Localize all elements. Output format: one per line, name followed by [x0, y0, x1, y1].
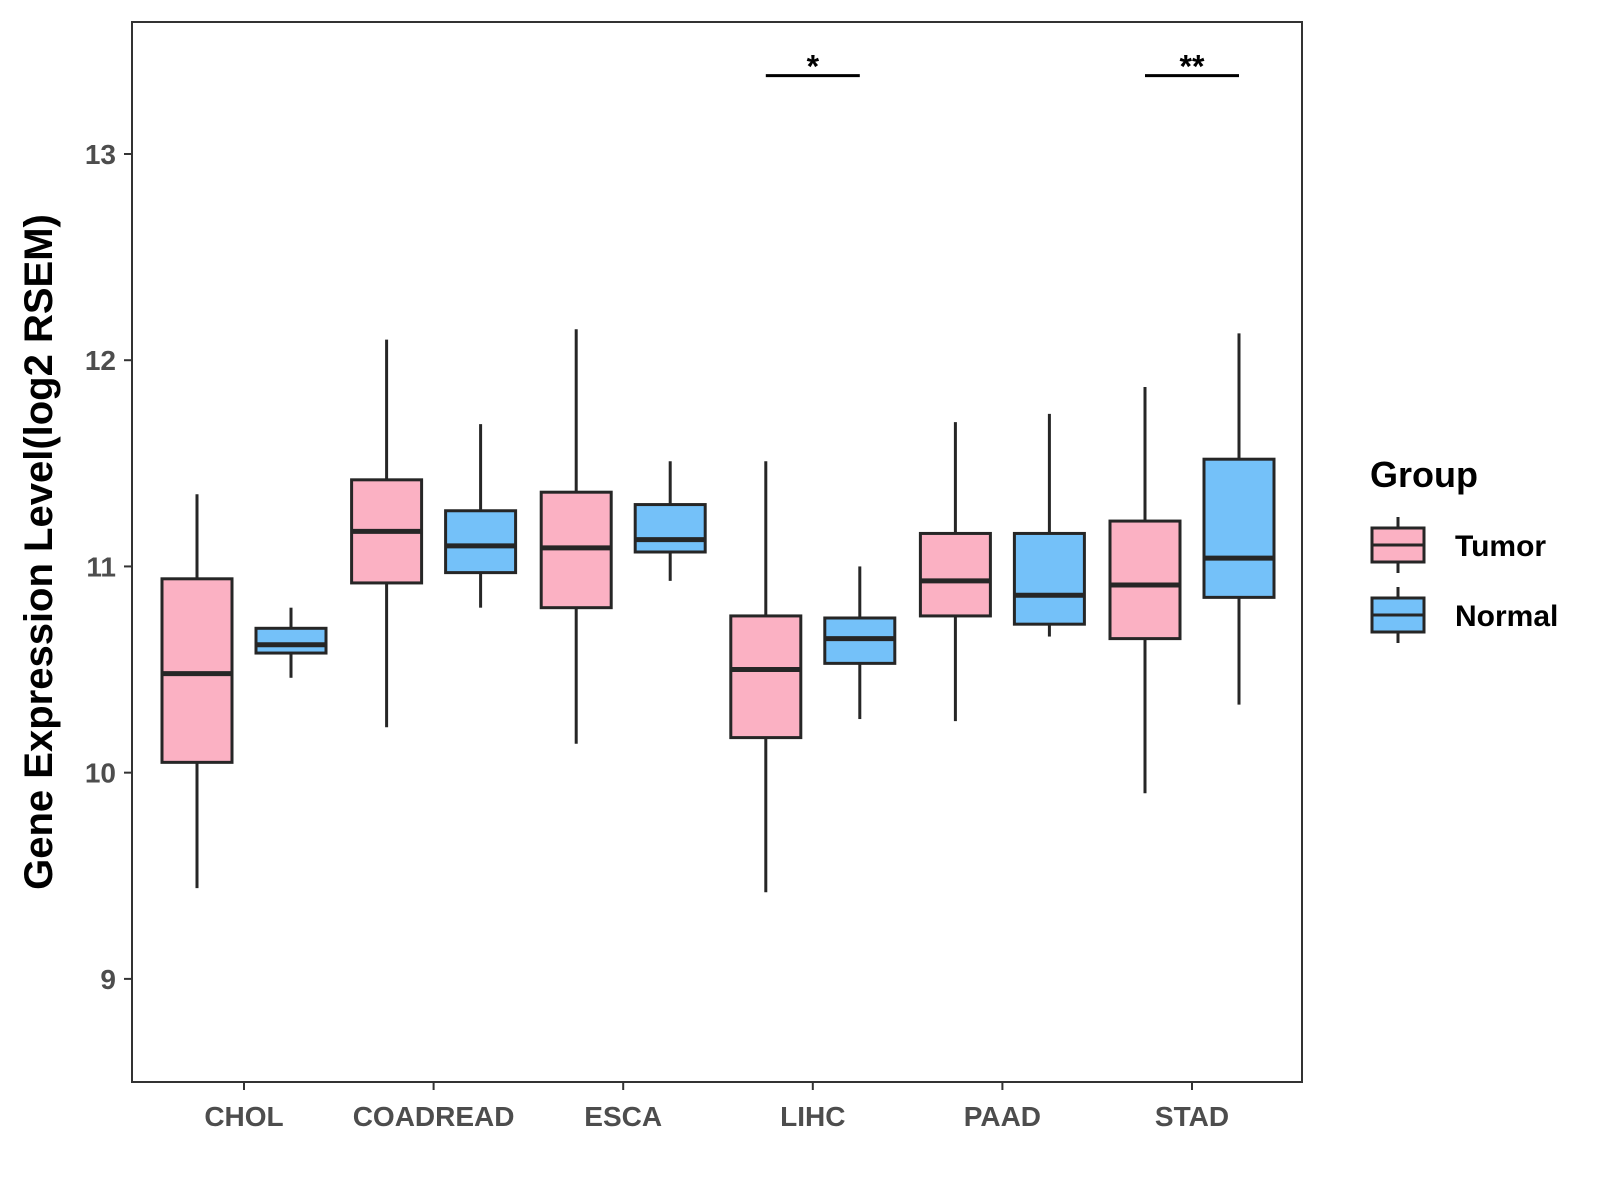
legend-label-normal: Normal — [1455, 600, 1558, 633]
legend-key-normal — [1370, 587, 1426, 643]
x-axis: CHOL COADREAD ESCA LIHC PAAD STAD — [204, 1082, 1229, 1132]
box-body — [254, 626, 328, 655]
box-normal-paad — [1012, 413, 1086, 637]
box-body — [729, 614, 803, 740]
y-axis-title: Gene Expression Level(log2 RSEM) — [17, 214, 61, 890]
box-body — [1108, 519, 1182, 641]
x-tick-label: LIHC — [780, 1101, 845, 1132]
legend-key-tumor — [1370, 517, 1426, 573]
significance-label: * — [807, 49, 820, 85]
y-tick-label: 9 — [100, 964, 116, 995]
y-tick-label: 13 — [85, 139, 116, 170]
panel-border — [131, 21, 1303, 1083]
box-body — [1012, 531, 1086, 626]
boxes-layer — [160, 329, 1276, 893]
significance-annotations: * ** — [765, 49, 1239, 85]
x-tick-label: ESCA — [584, 1101, 662, 1132]
legend: Group Tumor Normal — [1370, 454, 1558, 643]
box-body — [160, 577, 234, 764]
significance-label: ** — [1180, 49, 1205, 85]
box-body — [444, 509, 518, 575]
box-normal-stad — [1202, 333, 1276, 705]
y-axis: 9 10 11 12 13 — [85, 139, 132, 995]
box-body — [1202, 457, 1276, 599]
x-tick-label: COADREAD — [353, 1101, 515, 1132]
x-tick-label: STAD — [1155, 1101, 1229, 1132]
box-tumor-lihc — [729, 461, 803, 893]
box-body — [918, 531, 992, 618]
y-tick-label: 11 — [86, 551, 116, 582]
legend-label-tumor: Tumor — [1455, 530, 1546, 563]
box-tumor-coadread — [350, 339, 424, 728]
x-tick-label: CHOL — [204, 1101, 283, 1132]
box-normal-esca — [633, 461, 707, 581]
box-normal-chol — [254, 607, 328, 678]
x-tick-label: PAAD — [964, 1101, 1041, 1132]
y-tick-label: 12 — [85, 345, 116, 376]
y-tick-label: 10 — [85, 758, 116, 789]
box-body — [633, 503, 707, 554]
legend-title: Group — [1370, 454, 1478, 495]
box-tumor-esca — [539, 329, 613, 744]
box-tumor-chol — [160, 494, 234, 889]
box-tumor-paad — [918, 422, 992, 722]
box-normal-coadread — [444, 424, 518, 608]
box-tumor-stad — [1108, 387, 1182, 794]
box-normal-lihc — [823, 566, 897, 720]
